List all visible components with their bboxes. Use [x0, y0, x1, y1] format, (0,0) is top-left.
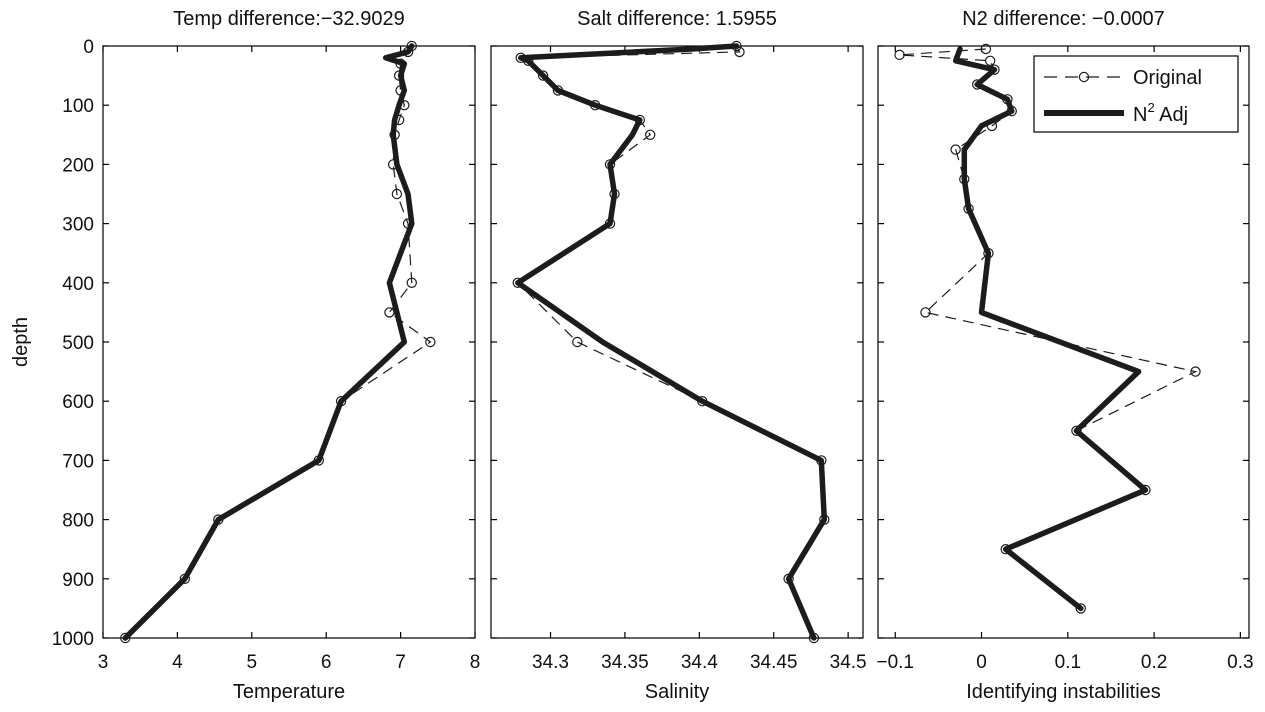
series-original-point — [537, 70, 549, 81]
series-original-point — [406, 277, 417, 288]
y-tick-label: 300 — [62, 215, 94, 236]
series-original-line — [899, 48, 1198, 609]
panel-3: N2 difference: −0.0007 Identifying instab… — [876, 8, 1253, 703]
legend-original-label: Original — [1133, 67, 1202, 89]
panel-2-x-axis-label: Salinity — [645, 681, 709, 703]
y-tick-label: 900 — [62, 570, 94, 591]
panel-1-frame — [102, 45, 476, 639]
panel-2: Salt difference: 1.5955 Salinity 34.3 34.35… — [490, 8, 867, 703]
series-original-point — [950, 144, 961, 155]
series-adjusted-line — [122, 43, 415, 641]
series-original-point — [645, 129, 656, 140]
legend-adjusted-label-sup: 2 — [1147, 100, 1154, 115]
x-tick-label: 0 — [976, 652, 987, 673]
series-original-point — [1190, 366, 1201, 377]
x-tick-label: 0.1 — [1055, 652, 1081, 673]
series-original-line — [124, 45, 432, 639]
x-tick-label: 4 — [172, 652, 183, 673]
x-tick-label: 34.3 — [532, 652, 569, 673]
panel-1-title: Temp difference:−32.9029 — [173, 8, 404, 30]
panel-3-x-axis-label: Identifying instabilities — [966, 681, 1161, 703]
series-original-point — [894, 49, 905, 61]
x-tick-label: −0.1 — [876, 652, 914, 673]
series-adjusted-line — [952, 46, 1149, 612]
y-tick-label: 1000 — [52, 629, 94, 650]
series-original-point — [425, 336, 436, 348]
legend: Original N2 Adj — [1033, 55, 1239, 133]
series-original-point — [1071, 425, 1082, 436]
series-adjusted-line — [515, 43, 828, 641]
x-tick-label: 34.5 — [830, 652, 867, 673]
y-tick-label: 700 — [62, 451, 94, 472]
y-tick-label: 0 — [83, 37, 94, 58]
legend-original-marker — [1078, 71, 1090, 83]
x-tick-label: 34.45 — [750, 652, 798, 673]
series-original-point — [572, 336, 583, 348]
x-tick-label: 7 — [395, 652, 406, 673]
legend-adjusted-label-main: N — [1133, 104, 1147, 126]
panel-1-x-axis-label: Temperature — [233, 681, 345, 703]
series-original-line — [516, 45, 825, 639]
legend-box — [1033, 55, 1239, 133]
x-tick-label: 6 — [321, 652, 332, 673]
y-tick-label: 400 — [62, 274, 94, 295]
x-tick-label: 34.35 — [601, 652, 649, 673]
y-tick-label: 100 — [62, 96, 94, 117]
series-original-point — [734, 46, 745, 58]
series-original-point — [120, 632, 131, 644]
x-tick-label: 5 — [247, 652, 258, 673]
series-original-point — [1075, 603, 1086, 614]
x-tick-label: 8 — [470, 652, 481, 673]
y-tick-label: 600 — [62, 392, 94, 413]
panel-2-title: Salt difference: 1.5955 — [577, 8, 777, 30]
x-tick-label: 0.3 — [1227, 652, 1253, 673]
series-original-point — [980, 43, 992, 55]
y-tick-label: 500 — [62, 333, 94, 354]
series-original-point — [984, 55, 996, 67]
x-tick-label: 0.2 — [1141, 652, 1167, 673]
x-tick-label: 34.4 — [681, 652, 718, 673]
panel-1: Temp difference:−32.9029 Temperature 3 4 5 6 7… — [52, 8, 481, 703]
y-tick-label: 800 — [62, 511, 94, 532]
legend-adjusted-label-rest: Adj — [1155, 104, 1188, 126]
x-tick-label: 3 — [98, 652, 109, 673]
legend-adjusted-label: N2 Adj — [1133, 100, 1188, 126]
series-original-point — [920, 307, 931, 318]
series-original-point — [384, 307, 395, 318]
y-axis-label: depth — [10, 317, 32, 367]
y-tick-label: 200 — [62, 155, 94, 176]
panel-3-title: N2 difference: −0.0007 — [962, 8, 1165, 30]
panels: Temp difference:−32.9029 Temperature 3 4 5 6 7… — [52, 8, 1254, 703]
series-original-point — [391, 188, 403, 200]
